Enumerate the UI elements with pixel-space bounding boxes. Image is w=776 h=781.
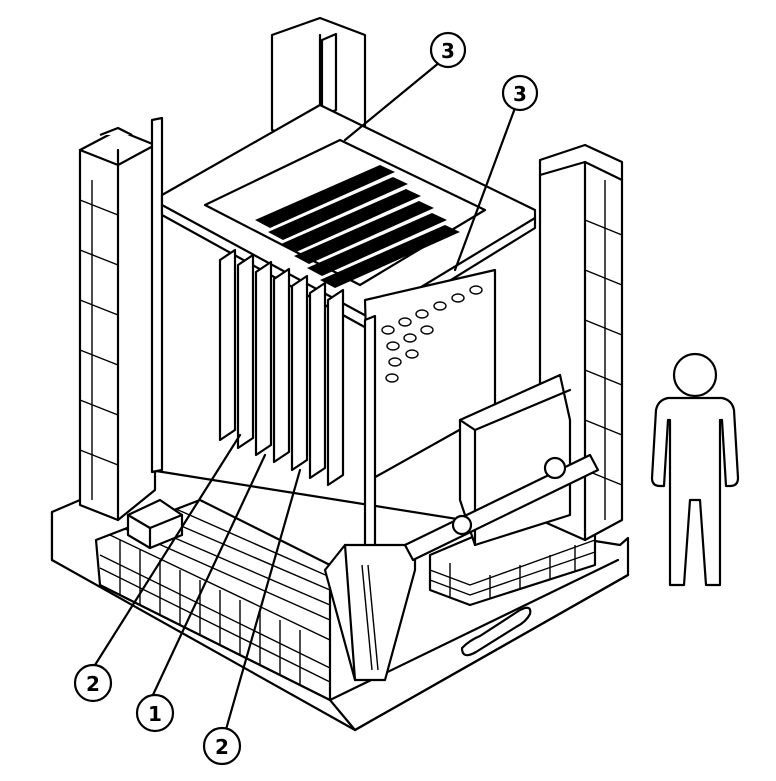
callout-label: 3 bbox=[513, 82, 527, 106]
callout-1: 1 bbox=[135, 693, 175, 733]
callout-label: 2 bbox=[86, 672, 100, 696]
callout-3-right: 3 bbox=[501, 74, 539, 112]
slanted-block bbox=[458, 373, 572, 547]
brick-floor bbox=[94, 498, 332, 702]
callout-label: 1 bbox=[148, 702, 162, 726]
callout-3-top: 3 bbox=[429, 31, 467, 69]
center-rod bbox=[363, 314, 377, 550]
leader-lines bbox=[93, 60, 517, 735]
lever-arm bbox=[403, 453, 600, 562]
small-block-left bbox=[126, 498, 184, 550]
vertical-plates bbox=[218, 248, 345, 487]
callout-label: 2 bbox=[215, 735, 229, 759]
callout-label: 3 bbox=[441, 39, 455, 63]
left-column bbox=[78, 116, 164, 522]
callout-2-left: 2 bbox=[73, 663, 113, 703]
callout-2-bottom: 2 bbox=[202, 726, 242, 766]
human-figure bbox=[650, 352, 740, 587]
front-bin bbox=[323, 543, 417, 682]
top-plates bbox=[255, 165, 460, 288]
